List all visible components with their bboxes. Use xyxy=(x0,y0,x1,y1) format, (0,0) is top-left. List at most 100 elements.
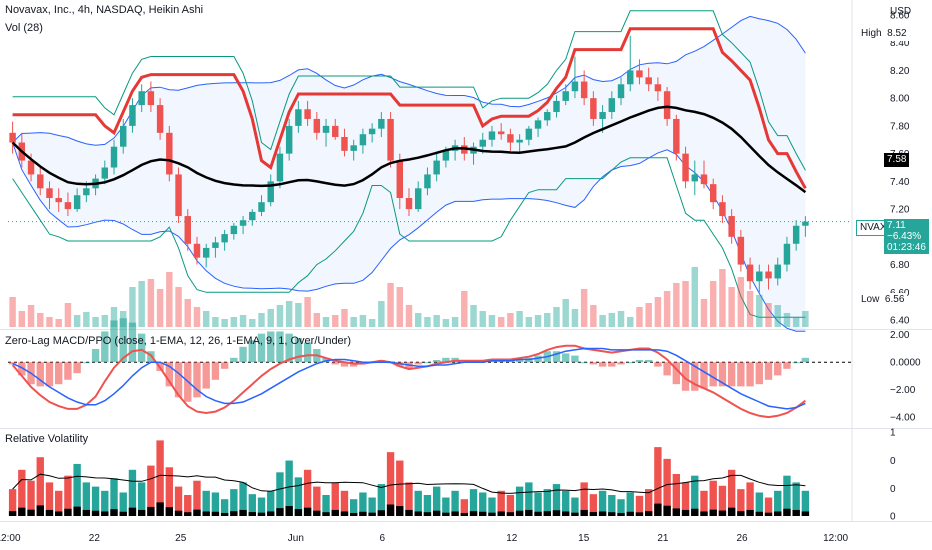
candle-body xyxy=(709,184,717,203)
volatility-base-bar xyxy=(460,512,468,516)
candle-body xyxy=(792,225,800,244)
macd-histogram-bar xyxy=(119,318,127,363)
volume-bar xyxy=(267,309,274,327)
candle-body xyxy=(304,109,311,119)
macd-histogram-bar xyxy=(174,362,183,398)
volume-bar xyxy=(571,309,579,327)
volatility-bar xyxy=(294,477,303,516)
volatility-base-bar xyxy=(497,511,505,516)
macd-histogram-bar xyxy=(82,362,91,364)
macd-histogram-bar xyxy=(442,357,450,363)
volume-bar xyxy=(156,289,164,327)
volatility-bar xyxy=(580,482,588,516)
volume-bar xyxy=(9,297,16,327)
candle-body xyxy=(55,198,62,203)
volume-bar xyxy=(37,313,44,327)
volume-bar xyxy=(175,287,182,327)
volatility-base-bar xyxy=(386,504,395,516)
volume-bar xyxy=(682,281,689,327)
volume-bar xyxy=(728,287,735,327)
volatility-bar xyxy=(211,492,220,516)
price-tick-label: 8.00 xyxy=(890,94,910,105)
volatility-base-bar xyxy=(598,511,607,516)
candle-body xyxy=(442,150,450,161)
macd-histogram-bar xyxy=(36,362,44,387)
macd-histogram-bar xyxy=(644,360,653,363)
price-tick-label: 8.60 xyxy=(890,10,910,21)
candle-body xyxy=(83,188,90,196)
volatility-bar xyxy=(451,490,459,516)
volatility-bar xyxy=(617,499,625,516)
time-tick-label: 12 xyxy=(506,533,518,544)
bar-countdown: 01:23:46 xyxy=(887,242,926,253)
volatility-base-bar xyxy=(746,509,754,516)
volatility-bar xyxy=(626,492,634,516)
candle-body xyxy=(691,174,698,182)
volatility-bar xyxy=(165,467,174,516)
rv-tick-label: 0 xyxy=(890,456,896,467)
macd-histogram-bar xyxy=(73,362,81,374)
candle-body xyxy=(285,125,293,154)
candle-body xyxy=(414,188,422,210)
price-tick-label: 7.20 xyxy=(890,205,910,216)
volatility-bar xyxy=(368,497,376,516)
volatility-base-bar xyxy=(635,512,644,516)
candle-body xyxy=(627,70,634,85)
volatility-bar xyxy=(515,486,524,516)
low-text: Low xyxy=(861,294,880,305)
volatility-base-bar xyxy=(285,506,293,516)
candle-body xyxy=(110,146,118,168)
macd-histogram-bar xyxy=(285,333,293,363)
price-tick-label: 7.40 xyxy=(890,177,910,188)
volume-bar xyxy=(239,315,247,327)
macd-histogram-bar xyxy=(654,362,662,367)
volatility-base-bar xyxy=(184,512,192,516)
candle-body xyxy=(9,132,16,143)
candle-body xyxy=(166,132,173,175)
macd-histogram-bar xyxy=(414,362,422,365)
volatility-bar xyxy=(239,482,247,516)
macd-histogram-bar xyxy=(718,362,727,387)
volatility-base-bar xyxy=(294,509,303,516)
candle-body xyxy=(120,125,127,147)
candle-body xyxy=(728,216,735,237)
candle-body xyxy=(562,91,569,101)
volatility-base-bar xyxy=(700,511,708,516)
volume-bar xyxy=(774,305,781,327)
volatility-base-bar xyxy=(331,509,339,516)
time-tick-label: 15 xyxy=(578,533,590,544)
ma-value-tag: 7.58 xyxy=(884,153,910,167)
macd-histogram-bar xyxy=(248,340,256,363)
volatility-bar xyxy=(220,499,229,516)
candle-body xyxy=(221,234,228,243)
volume-bar xyxy=(193,307,201,327)
candle-body xyxy=(46,188,53,199)
volatility-bar xyxy=(386,452,395,516)
volume-bar xyxy=(580,289,588,327)
macd-histogram-bar xyxy=(515,360,524,363)
volume-bar xyxy=(83,312,90,327)
volatility-bar xyxy=(91,486,100,516)
volatility-base-bar xyxy=(396,506,404,516)
volume-bar xyxy=(719,269,726,327)
volume-bar xyxy=(405,305,413,327)
candle-body xyxy=(332,125,339,137)
volatility-bar xyxy=(423,495,432,516)
volatility-base-bar xyxy=(764,512,773,516)
macd-label: Zero-Lag MACD/PPO (close, 1-EMA, 12, 26,… xyxy=(5,335,352,347)
time-tick-label: 12:00 xyxy=(0,533,21,544)
time-tick-label: 21 xyxy=(657,533,669,544)
high-value: 8.52 xyxy=(887,28,907,39)
volatility-base-bar xyxy=(405,509,413,516)
macd-tick-label: −2.00 xyxy=(890,385,916,396)
candle-body xyxy=(507,134,514,143)
volatility-bar xyxy=(156,440,164,516)
volatility-base-bar xyxy=(774,511,782,516)
volatility-bar xyxy=(608,495,616,516)
volume-bar xyxy=(663,291,671,327)
volatility-base-bar xyxy=(230,511,238,516)
time-tick-label: 12:00 xyxy=(823,533,848,544)
candle-body xyxy=(249,211,256,221)
macd-histogram-bar xyxy=(737,362,745,387)
